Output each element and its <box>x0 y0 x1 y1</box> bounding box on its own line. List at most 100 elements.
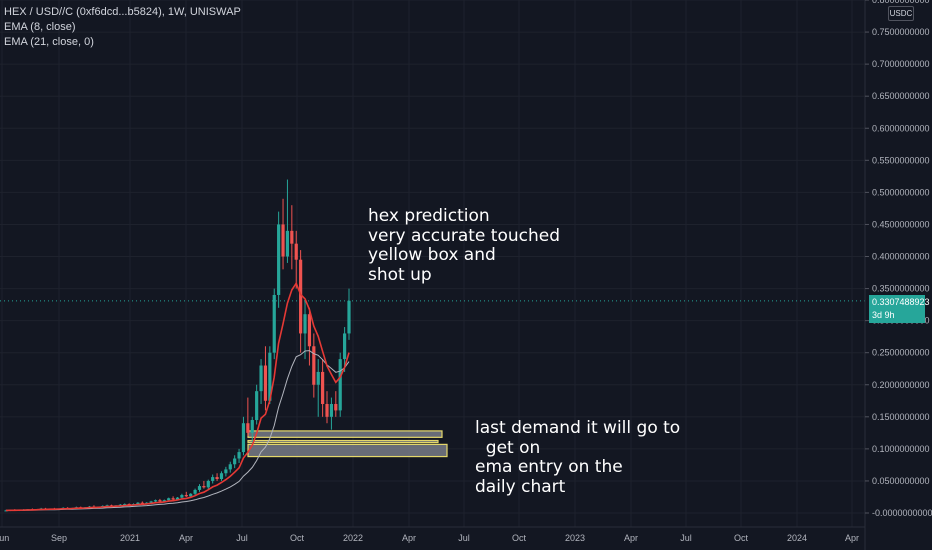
candle-body <box>312 346 316 385</box>
ema-lines <box>5 281 350 512</box>
y-tick-label: 0.1500000000 <box>872 412 930 422</box>
candle-body <box>277 224 281 295</box>
candle-body <box>180 495 184 498</box>
last-price-value: 0.3307488923 <box>872 297 930 307</box>
demand-zone <box>247 443 448 458</box>
candle-body <box>299 259 303 334</box>
candle-body <box>171 498 175 500</box>
candle-body <box>316 371 320 385</box>
candle-body <box>215 477 219 480</box>
x-tick-label: 2024 <box>787 533 807 543</box>
candle-body <box>285 230 290 257</box>
x-tick-label: Apr <box>624 533 638 543</box>
y-tick-label: 0.0500000000 <box>872 476 930 486</box>
demand-zone <box>247 430 443 438</box>
candle-body <box>294 243 298 260</box>
x-tick-label: Oct <box>734 533 749 543</box>
y-tick-label: 0.3500000000 <box>872 284 930 294</box>
candle-body <box>175 497 180 500</box>
candle-body <box>303 314 307 334</box>
candle-body <box>140 502 144 504</box>
candle-body <box>321 371 325 404</box>
candle-body <box>228 464 232 470</box>
candles <box>4 179 351 512</box>
last-price-label: 0.3307488923 3d 9h <box>869 295 930 323</box>
x-tick-label: Apr <box>845 533 859 543</box>
candle-body <box>343 333 347 360</box>
candle-body <box>224 469 228 474</box>
x-tick-label: Jul <box>458 533 470 543</box>
y-tick-label: -0.0000000000 <box>872 508 932 518</box>
candle-body <box>206 480 210 488</box>
candle-body <box>123 504 127 506</box>
y-tick-label: 0.5000000000 <box>872 187 930 197</box>
y-tick-label: 0.4000000000 <box>872 252 930 262</box>
y-tick-label: 0.2500000000 <box>872 348 930 358</box>
candle-body <box>153 500 158 502</box>
legend-ema8[interactable]: EMA (8, close) <box>4 21 76 33</box>
candle-body <box>325 403 329 417</box>
candle-body <box>347 300 351 334</box>
candle-body <box>219 473 224 480</box>
candle-body <box>250 420 254 433</box>
annotation-prediction[interactable]: hex prediction very accurate touched yel… <box>368 206 561 285</box>
candle-body <box>237 452 241 459</box>
candle-body <box>246 423 250 433</box>
candle-body <box>290 230 294 244</box>
candle-body <box>233 458 237 465</box>
y-tick-label: 0.5500000000 <box>872 155 930 165</box>
legend-symbol[interactable]: HEX / USD//C (0xf6dcd...b5824), 1W, UNIS… <box>4 6 241 18</box>
candle-body <box>268 352 272 401</box>
candle-body <box>272 294 276 353</box>
currency-badge[interactable]: USDC <box>888 6 914 21</box>
x-tick-label: 2022 <box>343 533 363 543</box>
x-tick-label: 2021 <box>120 533 140 543</box>
x-tick-label: Apr <box>402 533 416 543</box>
y-tick-label: 0.8000000000 <box>872 0 930 5</box>
candle-body <box>197 486 202 490</box>
candle-body <box>184 495 188 497</box>
legend-ema21[interactable]: EMA (21, close, 0) <box>4 36 94 48</box>
candle-body <box>263 365 268 401</box>
x-tick-label: 2023 <box>565 533 585 543</box>
candle-body <box>211 477 215 481</box>
x-tick-label: Sep <box>51 533 67 543</box>
demand-zone <box>247 439 439 444</box>
candle-body <box>189 493 193 497</box>
ema8-line <box>5 281 350 512</box>
candle-body <box>167 498 171 501</box>
candle-body <box>255 391 259 421</box>
annotation-demand[interactable]: last demand it will go to get on ema ent… <box>475 418 681 497</box>
candle-body <box>241 423 246 453</box>
bar-countdown: 3d 9h <box>872 310 895 320</box>
legend: HEX / USD//C (0xf6dcd...b5824), 1W, UNIS… <box>4 5 241 50</box>
y-tick-label: 0.7500000000 <box>872 27 930 37</box>
x-tick-label: Apr <box>179 533 193 543</box>
demand-zones <box>247 430 448 458</box>
x-tick-label: Jul <box>680 533 692 543</box>
y-tick-label: 0.7000000000 <box>872 59 930 69</box>
y-tick-label: 0.6500000000 <box>872 91 930 101</box>
x-tick-label: Jun <box>0 533 9 543</box>
candle-body <box>162 500 166 502</box>
candle-body <box>149 501 153 503</box>
candle-body <box>4 510 8 512</box>
x-tick-label: Jul <box>236 533 248 543</box>
candle-body <box>193 489 197 494</box>
candle-body <box>281 224 285 257</box>
y-tick-label: 0.4500000000 <box>872 219 930 229</box>
y-tick-label: 0.1000000000 <box>872 444 930 454</box>
candle-body <box>338 359 342 411</box>
candle-body <box>329 403 334 417</box>
y-tick-label: 0.6000000000 <box>872 123 930 133</box>
x-tick-label: Oct <box>290 533 305 543</box>
candle-body <box>136 502 140 505</box>
grid <box>0 0 865 527</box>
candle-body <box>259 365 263 392</box>
candle-body <box>202 486 206 488</box>
candle-body <box>158 500 162 502</box>
candle-body <box>334 403 338 411</box>
